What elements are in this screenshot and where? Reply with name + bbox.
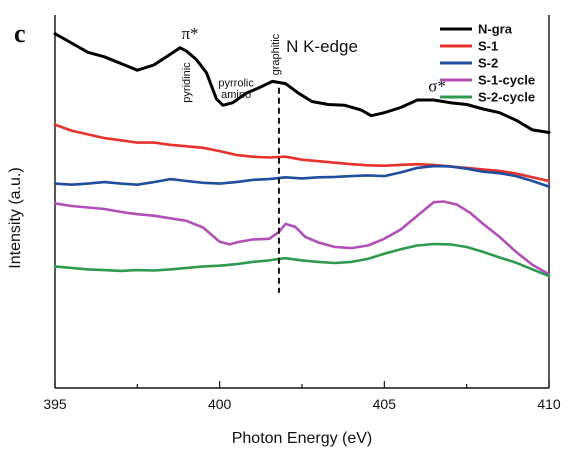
y-axis-label: Intensity (a.u.) [7,167,24,268]
legend-label-s-1-cycle: S-1-cycle [478,73,535,88]
legend-label-s-2-cycle: S-2-cycle [478,90,535,105]
annotation-pyridinic: pyridinic [181,62,193,103]
series-layer [53,32,551,293]
x-tick-label: 405 [373,396,397,412]
panel-label: c [14,19,26,48]
x-axis-ticks: 395 400 405 410 [43,381,561,412]
annotation-graphitic: graphitic [270,33,282,75]
legend-label-s-1: S-1 [478,39,498,54]
series-line-s-1 [53,123,551,183]
annotation-amino: amino [221,89,251,101]
legend-label-s-2: S-2 [478,56,498,71]
x-tick-label: 400 [208,396,232,412]
legend: N-gra S-1 S-2 S-1-cycle S-2-cycle [440,22,535,105]
series-line-s-2 [53,164,551,188]
annotation-pi-star: π* [181,24,198,43]
series-line-n-gra [53,32,551,134]
plot-frame [54,15,550,389]
chart-title: N K-edge [286,37,358,56]
annotation-pyrrolic: pyrrolic [218,78,254,90]
legend-label-n-gra: N-gra [478,22,513,37]
x-tick-label: 410 [537,396,561,412]
x-axis-label: Photon Energy (eV) [232,430,373,447]
series-line-s-2-cycle [53,242,551,278]
series-line-s-1-cycle [53,200,551,276]
x-tick-label: 395 [43,396,67,412]
